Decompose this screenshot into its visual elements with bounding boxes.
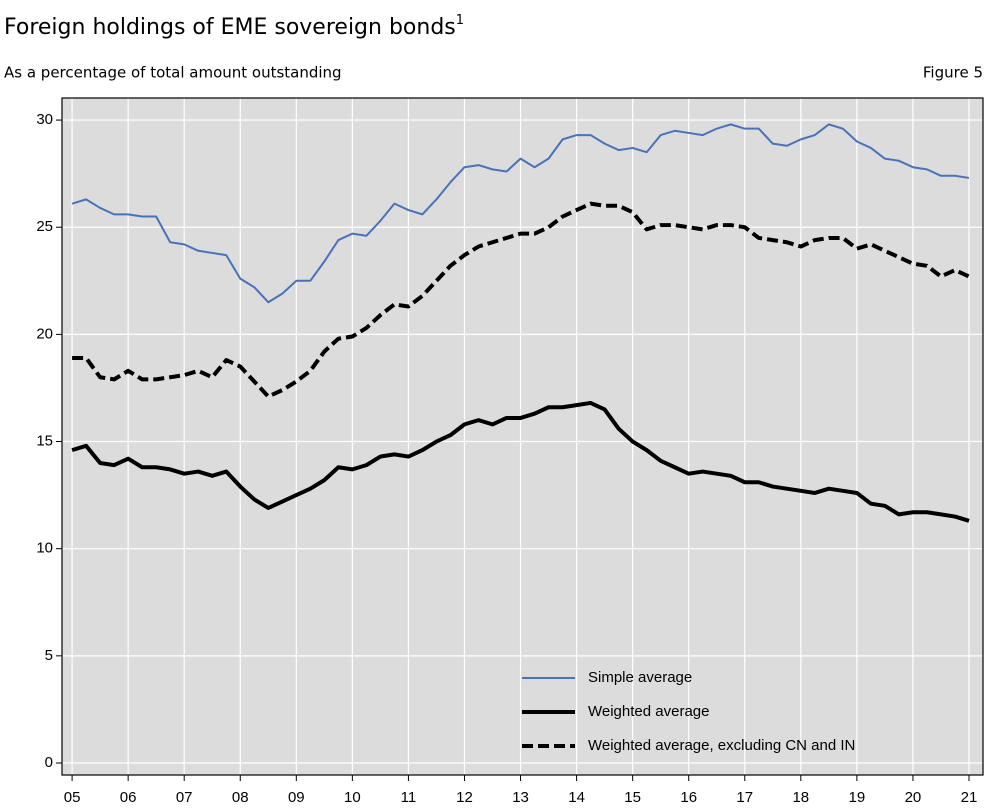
x-tick-label: 07 xyxy=(176,789,193,806)
figure-label: Figure 5 xyxy=(923,64,983,82)
x-tick-label: 12 xyxy=(456,789,473,806)
x-tick-label: 11 xyxy=(401,789,417,806)
y-tick-label: 30 xyxy=(36,111,53,128)
subtitle: As a percentage of total amount outstand… xyxy=(4,64,342,82)
x-tick-label: 17 xyxy=(736,789,753,806)
x-tick-label: 15 xyxy=(624,789,641,806)
x-tick-label: 16 xyxy=(680,789,697,806)
y-tick-label: 25 xyxy=(36,218,53,235)
chart-title: Foreign holdings of EME sovereign bonds1 xyxy=(4,13,464,41)
title-footnote: 1 xyxy=(456,13,464,28)
y-tick-label: 20 xyxy=(36,325,53,342)
legend-label: Simple average xyxy=(588,669,692,686)
y-tick-label: 0 xyxy=(45,754,53,771)
plot-frame xyxy=(61,97,984,776)
x-tick-label: 09 xyxy=(288,789,305,806)
series-line xyxy=(72,201,970,399)
legend: Simple average Weighted average Weighted a… xyxy=(522,669,855,754)
x-tick-label: 18 xyxy=(792,789,809,806)
x-tick-label: 20 xyxy=(905,789,922,806)
x-tick-label: 21 xyxy=(961,789,978,806)
series-line xyxy=(71,123,970,304)
legend-label: Weighted average xyxy=(588,703,709,720)
grid xyxy=(62,98,983,775)
x-tick-label: 14 xyxy=(568,789,585,806)
legend-label: Weighted average, excluding CN and IN xyxy=(588,737,855,754)
series-line xyxy=(71,400,970,523)
x-tick-label: 08 xyxy=(232,789,249,806)
y-tick-label: 15 xyxy=(36,433,53,450)
title-text: Foreign holdings of EME sovereign bonds xyxy=(4,15,456,40)
x-tick-label: 10 xyxy=(344,789,361,806)
y-tick-label: 5 xyxy=(45,647,53,664)
x-tick-label: 05 xyxy=(64,789,81,806)
plot-background xyxy=(62,98,983,775)
x-tick-label: 13 xyxy=(512,789,529,806)
x-tick-label: 06 xyxy=(120,789,137,806)
lines xyxy=(71,123,970,523)
y-tick-label: 10 xyxy=(36,540,53,557)
x-tick-label: 19 xyxy=(849,789,866,806)
